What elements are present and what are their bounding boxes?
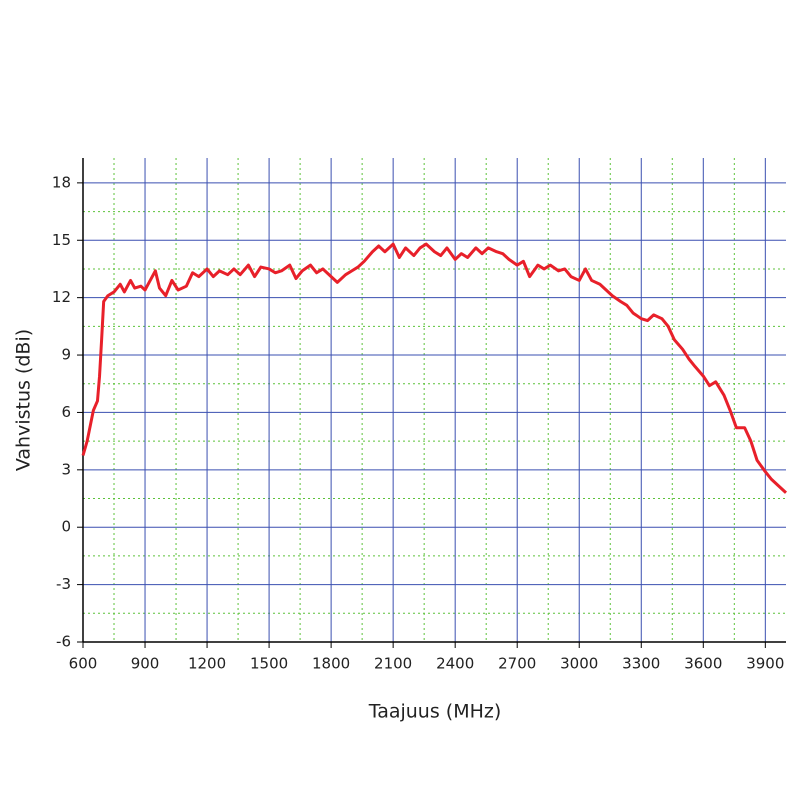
y-axis-label: Vahvistus (dBi) <box>13 329 35 471</box>
x-tick-label: 3000 <box>560 655 598 673</box>
x-tick-label: 2100 <box>374 655 412 673</box>
x-tick-label: 1200 <box>188 655 226 673</box>
y-tick-label: 12 <box>52 288 71 306</box>
x-axis-label: Taajuus (MHz) <box>368 701 502 723</box>
y-tick-label: -3 <box>56 575 71 593</box>
x-tick-label: 3900 <box>746 655 784 673</box>
y-tick-label: 15 <box>52 231 71 249</box>
y-tick-label: 18 <box>52 173 71 191</box>
x-tick-label: 900 <box>131 655 160 673</box>
data-line <box>81 242 788 494</box>
x-tick-label: 3600 <box>684 655 722 673</box>
y-tick-label: 0 <box>61 518 71 536</box>
x-tick-label: 2700 <box>498 655 536 673</box>
y-tick-label: 9 <box>61 346 71 364</box>
x-tick-label: 1800 <box>312 655 350 673</box>
x-tick-label: 600 <box>69 655 98 673</box>
y-tick-label: 6 <box>61 403 71 421</box>
x-tick-label: 3300 <box>622 655 660 673</box>
x-tick-label: 1500 <box>250 655 288 673</box>
y-tick-label: 3 <box>61 460 71 478</box>
y-tick-label: -6 <box>56 633 71 651</box>
x-tick-label: 2400 <box>436 655 474 673</box>
